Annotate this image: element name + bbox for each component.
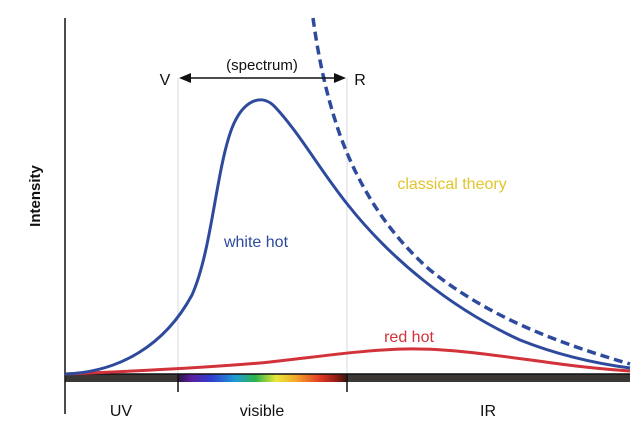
red-hot-curve — [64, 347, 631, 376]
spectrum-violet-end-label: V — [160, 72, 171, 89]
ir-band — [347, 374, 630, 382]
y-axis-label: Intensity — [27, 165, 44, 227]
visible-spectrum-band — [178, 374, 347, 382]
region-label-visible: visible — [240, 403, 285, 420]
white-hot-curve — [64, 98, 631, 376]
spectrum-arrow-left-head — [179, 73, 191, 83]
spectrum-arrow-right-head — [334, 73, 346, 83]
spectrum-red-end-label: R — [354, 72, 366, 89]
uv-band — [65, 374, 178, 382]
red-hot-label: red hot — [384, 329, 434, 346]
white-hot-label: white hot — [223, 234, 289, 251]
classical-theory-label: classical theory — [397, 176, 506, 193]
region-label-uv: UV — [110, 403, 133, 420]
region-label-ir: IR — [480, 403, 496, 420]
classical-theory-curve — [311, 17, 631, 366]
spectrum-label: (spectrum) — [226, 57, 298, 74]
